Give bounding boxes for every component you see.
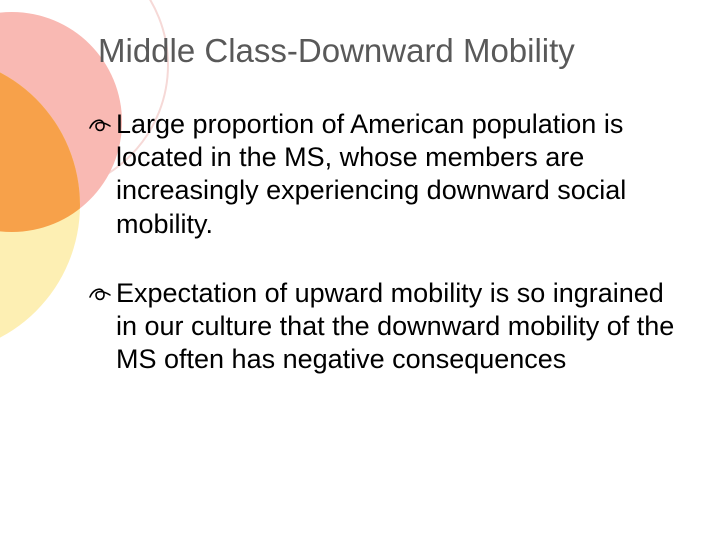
bullet-text: Expectation of upward mobility is so ing… — [116, 278, 674, 374]
slide-body: Large proportion of American population … — [116, 108, 686, 412]
scribble-bullet-icon — [88, 283, 112, 307]
scribble-bullet-icon — [88, 114, 112, 138]
bullet-item: Large proportion of American population … — [116, 108, 686, 241]
slide-title: Middle Class-Downward Mobility — [98, 32, 690, 70]
slide: Middle Class-Downward Mobility Large pro… — [0, 0, 720, 540]
bullet-text: Large proportion of American population … — [116, 109, 626, 239]
overlap-circle — [0, 55, 80, 355]
yellow-circle — [0, 55, 80, 355]
bullet-item: Expectation of upward mobility is so ing… — [116, 277, 686, 377]
